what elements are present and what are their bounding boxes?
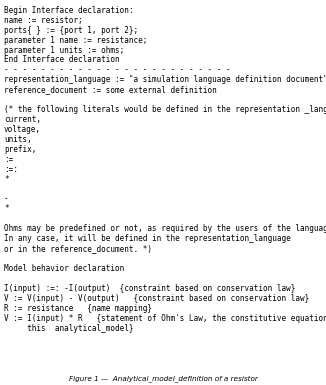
Text: I(input) :=: -I(output)  {constraint based on conservation law}: I(input) :=: -I(output) {constraint base… <box>4 284 295 293</box>
Text: voltage,: voltage, <box>4 125 41 134</box>
Text: or in the reference_document. *): or in the reference_document. *) <box>4 244 152 253</box>
Text: V := V(input) - V(output)   {constraint based on conservation law}: V := V(input) - V(output) {constraint ba… <box>4 294 309 303</box>
Text: :=: := <box>4 155 13 164</box>
Text: prefix,: prefix, <box>4 145 36 154</box>
Text: :=:: :=: <box>4 165 18 174</box>
Text: representation_language := "a simulation language definition document": representation_language := "a simulation… <box>4 75 326 84</box>
Text: *: * <box>4 175 8 184</box>
Text: - - - - - - - - - - - - - - - - - - - - - - - - -: - - - - - - - - - - - - - - - - - - - - … <box>4 65 230 74</box>
Text: Model behavior declaration: Model behavior declaration <box>4 264 124 273</box>
Text: In any case, it will be defined in the representation_language: In any case, it will be defined in the r… <box>4 234 291 243</box>
Text: (* the following literals would be defined in the representation _language: (* the following literals would be defin… <box>4 105 326 114</box>
Text: reference_document := some external definition: reference_document := some external defi… <box>4 85 217 94</box>
Text: current,: current, <box>4 115 41 124</box>
Text: Ohms may be predefined or not, as required by the users of the language: Ohms may be predefined or not, as requir… <box>4 224 326 233</box>
Text: this  analytical_model}: this analytical_model} <box>4 324 133 333</box>
Text: Figure 1 —  Analytical_model_definition of a resistor: Figure 1 — Analytical_model_definition o… <box>68 375 258 382</box>
Text: parameter 1 name := resistance;: parameter 1 name := resistance; <box>4 35 147 45</box>
Text: V := I(input) * R   {statement of Ohm's Law, the constitutive equation for: V := I(input) * R {statement of Ohm's La… <box>4 314 326 323</box>
Text: ports{ } := {port 1, port 2};: ports{ } := {port 1, port 2}; <box>4 26 138 35</box>
Text: units,: units, <box>4 135 32 144</box>
Text: R := resistance   {name mapping}: R := resistance {name mapping} <box>4 304 152 313</box>
Text: parameter 1 units := ohms;: parameter 1 units := ohms; <box>4 45 124 55</box>
Text: Begin Interface declaration:: Begin Interface declaration: <box>4 6 133 15</box>
Text: name := resistor;: name := resistor; <box>4 16 82 25</box>
Text: *: * <box>4 204 8 213</box>
Text: -: - <box>4 194 8 204</box>
Text: End Interface declaration: End Interface declaration <box>4 55 120 64</box>
